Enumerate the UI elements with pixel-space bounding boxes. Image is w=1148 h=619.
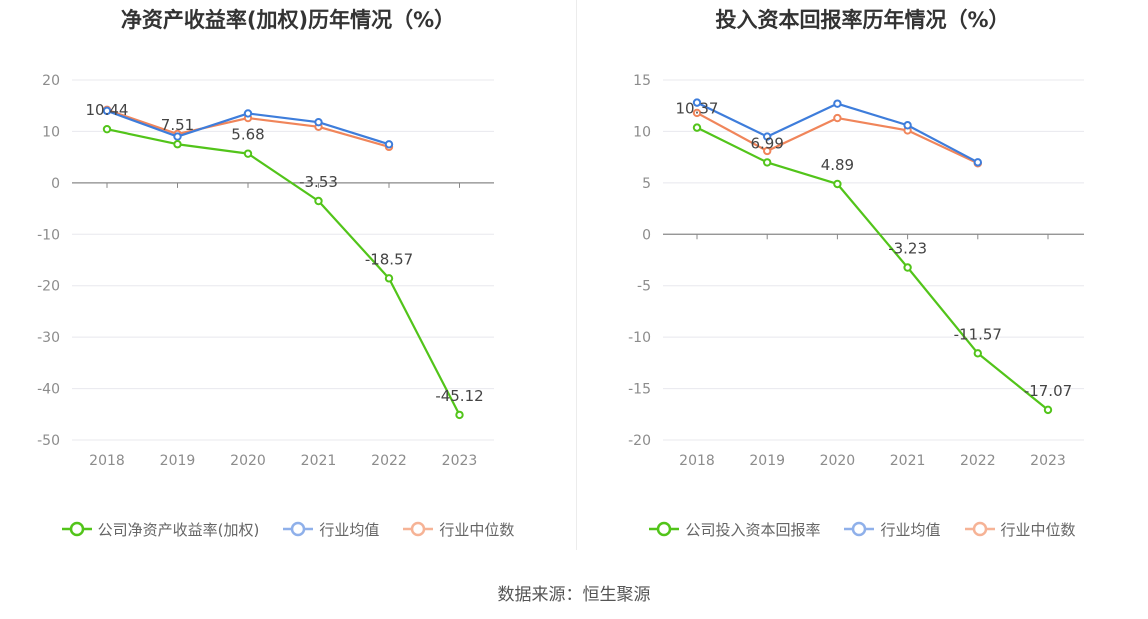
legend-line-marker-icon xyxy=(61,521,92,537)
legend-line-marker-icon xyxy=(844,521,875,537)
data-label: 6.99 xyxy=(750,134,783,152)
x-tick-label: 2023 xyxy=(1030,453,1066,469)
x-tick-label: 2019 xyxy=(749,453,785,469)
data-point xyxy=(763,132,772,141)
legend-line-marker-icon xyxy=(964,521,995,537)
legend-item-industry-mean[interactable]: 行业均值 xyxy=(283,519,379,540)
data-label: 4.89 xyxy=(821,156,854,174)
data-point xyxy=(763,158,772,167)
x-tick-label: 2018 xyxy=(89,453,125,469)
x-tick-label: 2023 xyxy=(442,453,478,469)
data-point xyxy=(314,117,323,127)
legend-item-industry-median[interactable]: 行业中位数 xyxy=(964,519,1076,540)
data-point xyxy=(173,140,182,149)
data-point xyxy=(833,113,842,123)
x-tick-label: 2021 xyxy=(890,453,926,469)
y-tick-label: -20 xyxy=(37,279,60,295)
x-tick-label: 2018 xyxy=(679,453,715,469)
data-point xyxy=(102,106,112,116)
y-tick-label: 15 xyxy=(633,73,651,89)
data-label: -11.57 xyxy=(954,325,1002,343)
data-point xyxy=(692,108,702,118)
data-point xyxy=(833,179,842,189)
data-point xyxy=(692,98,702,107)
y-tick-label: 5 xyxy=(642,176,651,192)
y-tick-label: -40 xyxy=(37,382,60,398)
x-tick-label: 2020 xyxy=(230,453,266,469)
y-tick-label: 0 xyxy=(51,176,60,192)
legend-label: 行业均值 xyxy=(880,520,941,539)
data-point xyxy=(384,140,394,149)
data-point xyxy=(973,349,982,358)
roic-chart-panel: 投入资本回报率历年情况（%） 15 10 5 0 -5 -10 -15 -20 2018 2019… xyxy=(577,0,1148,560)
legend-line-marker-icon xyxy=(403,521,434,537)
data-label: -45.12 xyxy=(435,387,483,405)
data-point xyxy=(833,99,842,108)
legend-label: 行业中位数 xyxy=(439,520,515,539)
data-point xyxy=(243,109,253,118)
data-point xyxy=(763,146,772,156)
legend-item-industry-mean[interactable]: 行业均值 xyxy=(844,519,941,540)
series-line xyxy=(696,101,979,164)
roe-chart-legend: 公司净资产收益率(加权) 行业均值 行业中位数 xyxy=(0,517,576,541)
roic-line-chart: 15 10 5 0 -5 -10 -15 -20 2018 2019 2020 2021 2022 202… xyxy=(628,73,1084,469)
legend-label: 公司投入资本回报率 xyxy=(685,520,821,539)
data-point xyxy=(973,158,982,167)
data-label: 10.44 xyxy=(86,101,129,119)
series-line xyxy=(106,128,461,416)
data-source-note: 数据来源：恒生聚源 xyxy=(497,585,651,605)
x-tick-label: 2021 xyxy=(301,453,337,469)
data-label: 7.51 xyxy=(161,116,194,134)
data-point xyxy=(314,196,323,206)
y-tick-label: -20 xyxy=(628,433,651,449)
data-point xyxy=(243,149,253,158)
legend-item-company-roic[interactable]: 公司投入资本回报率 xyxy=(649,519,820,540)
legend-line-marker-icon xyxy=(649,521,680,537)
legend-item-company-roe[interactable]: 公司净资产收益率(加权) xyxy=(61,519,260,540)
y-tick-label: 10 xyxy=(633,124,651,140)
data-label: -3.53 xyxy=(299,173,338,191)
x-tick-label: 2019 xyxy=(160,453,196,469)
y-tick-label: -10 xyxy=(628,330,651,346)
y-tick-label: -30 xyxy=(37,330,60,346)
y-tick-label: -15 xyxy=(628,382,651,398)
panel-divider xyxy=(576,0,577,550)
legend-label: 公司净资产收益率(加权) xyxy=(97,520,260,539)
data-point xyxy=(903,263,912,272)
data-label: -18.57 xyxy=(365,250,413,268)
data-label: 5.68 xyxy=(231,126,264,144)
legend-item-industry-median[interactable]: 行业中位数 xyxy=(403,519,514,540)
roic-chart-title: 投入资本回报率历年情况（%） xyxy=(715,8,1010,32)
series-line xyxy=(696,126,1049,411)
data-point xyxy=(102,124,112,134)
y-tick-label: -10 xyxy=(37,227,60,243)
data-label: 10.37 xyxy=(676,100,719,118)
y-tick-label: 0 xyxy=(642,227,651,243)
data-label: -3.23 xyxy=(888,240,927,258)
data-point xyxy=(384,274,394,283)
data-point xyxy=(1043,405,1053,415)
roe-chart-title: 净资产收益率(加权)历年情况（%） xyxy=(120,8,456,32)
roic-chart-legend: 公司投入资本回报率 行业均值 行业中位数 xyxy=(577,517,1148,541)
data-point xyxy=(173,132,182,141)
legend-line-marker-icon xyxy=(283,521,314,537)
data-point xyxy=(455,410,464,420)
data-label: -17.07 xyxy=(1024,382,1072,400)
legend-label: 行业均值 xyxy=(319,520,380,539)
x-tick-label: 2020 xyxy=(820,453,856,469)
x-tick-label: 2022 xyxy=(960,453,996,469)
roe-chart-panel: 净资产收益率(加权)历年情况（%） 20 10 0 -10 -20 -30 -40 -50 20… xyxy=(0,0,576,560)
data-point xyxy=(903,121,912,130)
y-tick-label: 10 xyxy=(42,124,60,140)
x-tick-label: 2022 xyxy=(371,453,407,469)
y-tick-label: -50 xyxy=(37,433,60,449)
data-point xyxy=(692,123,702,132)
roe-line-chart: 20 10 0 -10 -20 -30 -40 -50 2018 2019 2020 2021 2022… xyxy=(37,73,494,469)
y-tick-label: -5 xyxy=(637,279,651,295)
legend-label: 行业中位数 xyxy=(1000,520,1076,539)
y-tick-label: 20 xyxy=(42,73,60,89)
